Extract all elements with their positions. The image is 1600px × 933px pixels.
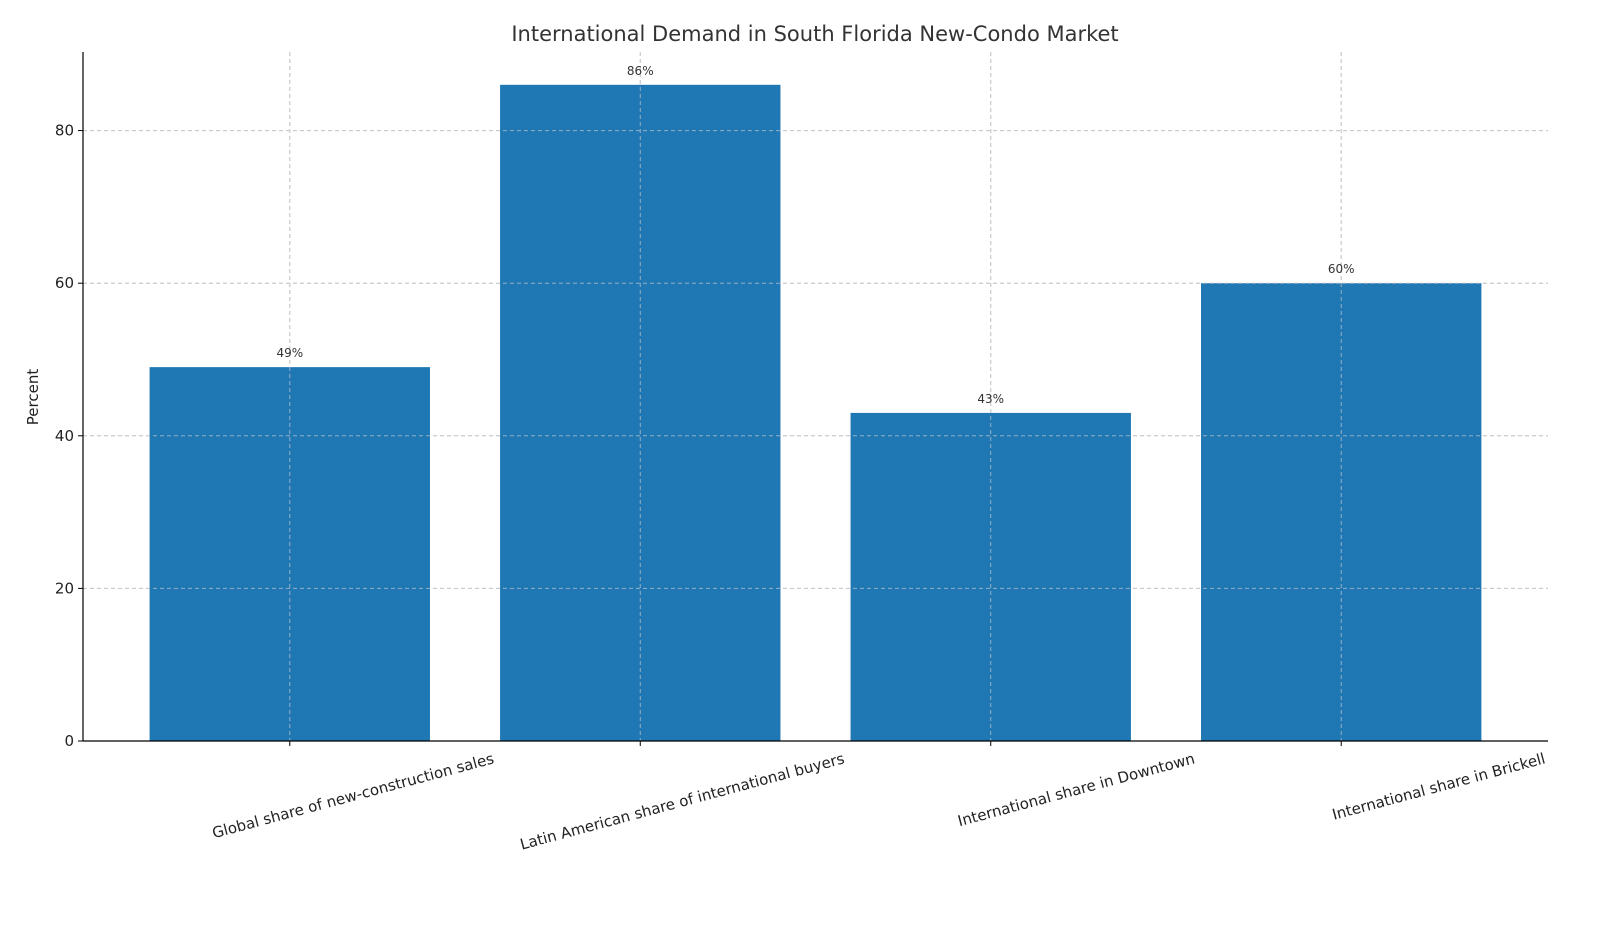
- y-tick-label: 80: [55, 122, 74, 140]
- y-tick-label: 60: [55, 274, 74, 292]
- chart-title: International Demand in South Florida Ne…: [511, 22, 1118, 46]
- data-label: 49%: [276, 346, 303, 360]
- bars: [149, 84, 1482, 742]
- x-tick-label: International share in Downtown: [956, 749, 1197, 830]
- data-label: 43%: [977, 392, 1004, 406]
- y-tick-label: 40: [55, 427, 74, 445]
- axes: [78, 52, 1548, 746]
- x-tick-label: International share in Brickell: [1330, 749, 1547, 823]
- y-axis-label: Percent: [24, 369, 42, 426]
- data-label: 86%: [627, 64, 654, 78]
- x-tick-label: Latin American share of international bu…: [518, 749, 846, 853]
- y-tick-label: 20: [55, 579, 74, 597]
- y-tick-label: 0: [64, 732, 74, 750]
- bar: [1201, 283, 1482, 741]
- x-tick-label: Global share of new-construction sales: [210, 749, 496, 842]
- data-label: 60%: [1328, 262, 1355, 276]
